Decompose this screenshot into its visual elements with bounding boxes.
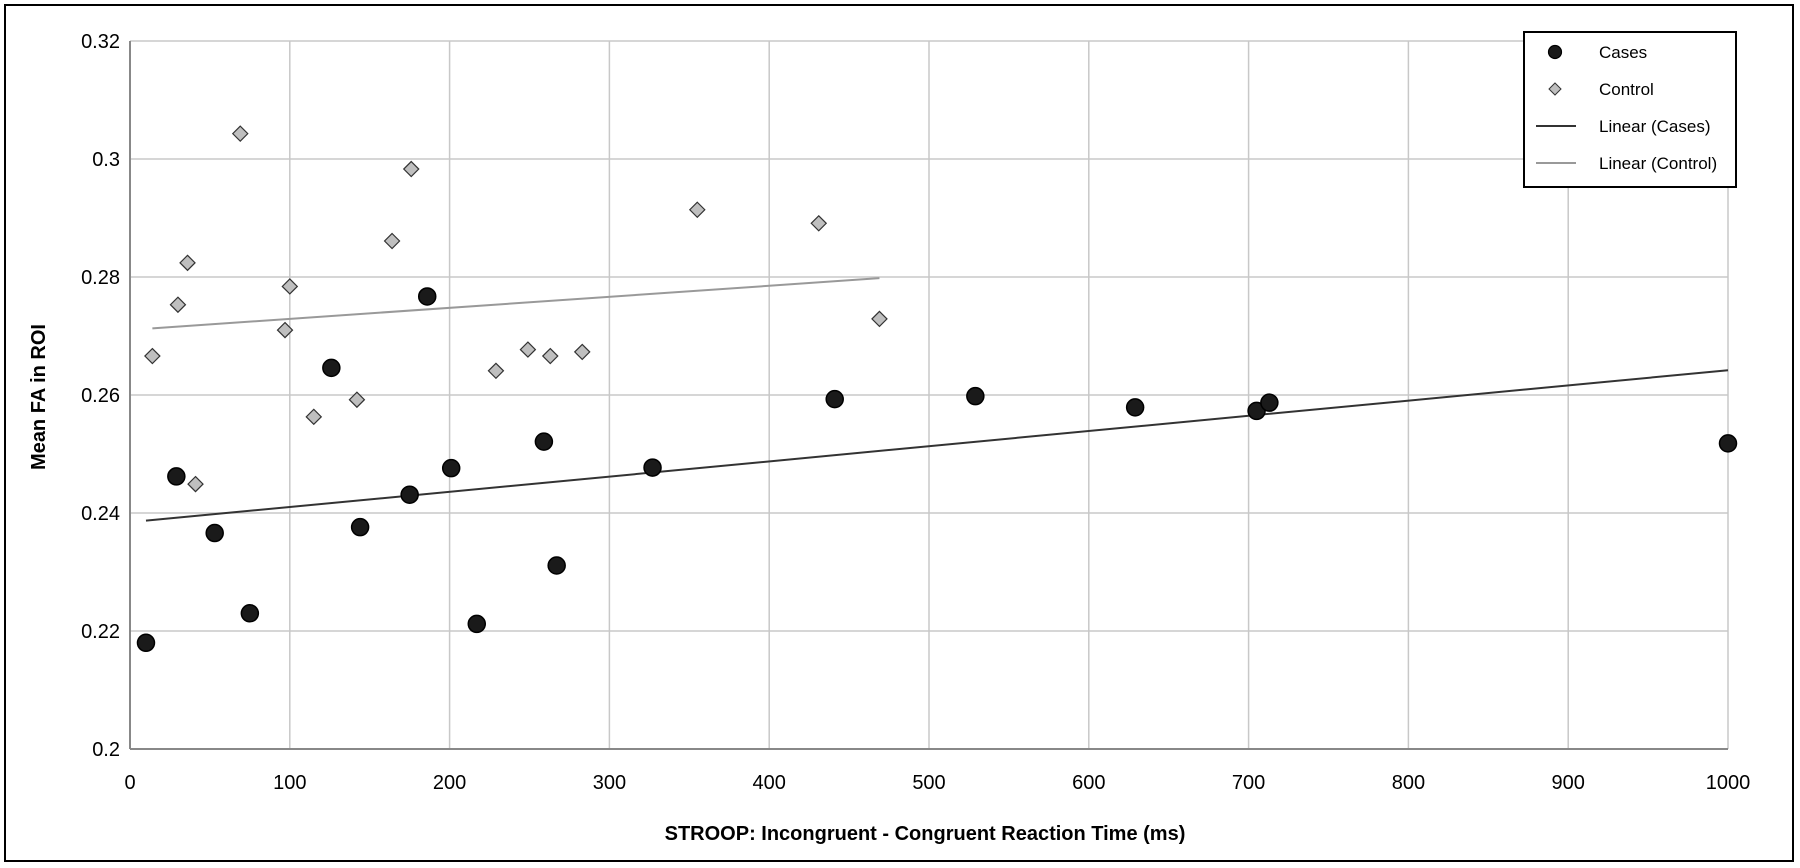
cases-point	[547, 556, 566, 575]
x-tick-label: 900	[1552, 772, 1585, 794]
cases-point	[167, 467, 186, 486]
x-tick-label: 700	[1232, 772, 1265, 794]
y-tick-label: 0.32	[81, 31, 120, 53]
y-tick-label: 0.22	[81, 621, 120, 643]
control-point	[573, 343, 591, 361]
x-tick-label: 1000	[1706, 772, 1751, 794]
y-axis-title: Mean FA in ROI	[28, 324, 50, 470]
cases-point	[825, 389, 844, 409]
x-tick-label: 500	[912, 772, 945, 794]
control-point	[179, 254, 196, 272]
x-tick-label: 300	[593, 772, 626, 794]
control-point	[402, 160, 420, 178]
control-point	[169, 296, 187, 314]
x-axis-title: STROOP: Incongruent - Congruent Reaction…	[665, 823, 1186, 845]
control-point	[810, 214, 828, 232]
cases-point	[240, 604, 260, 623]
cases-point	[1125, 398, 1145, 417]
control-point	[187, 475, 204, 493]
control-point	[871, 310, 888, 328]
trendlines	[145, 277, 1729, 522]
control-point	[519, 341, 537, 358]
control-point	[276, 321, 294, 339]
cases-point	[467, 614, 487, 634]
legend-cases-label: Cases	[1599, 43, 1647, 62]
cases-point	[1247, 401, 1266, 421]
legend-linear-cases-label: Linear (Cases)	[1599, 117, 1711, 136]
control-point	[231, 125, 249, 142]
cases-point	[322, 358, 341, 378]
cases-point	[136, 633, 156, 653]
x-tick-labels: 0 100 200 300 400 500 600 700 800 900 1000	[124, 772, 1750, 794]
control-point	[487, 362, 505, 380]
y-tick-label: 0.24	[81, 503, 120, 525]
y-tick-labels: 0.2 0.22 0.24 0.26 0.28 0.3 0.32	[81, 31, 120, 761]
trendline	[145, 369, 1729, 522]
chart-frame	[4, 4, 1794, 862]
legend-box	[1523, 31, 1737, 188]
x-tick-label: 0	[124, 772, 135, 794]
cases-point	[643, 458, 662, 477]
control-point	[383, 232, 401, 250]
x-tick-label: 100	[273, 772, 306, 794]
x-tick-label: 800	[1392, 772, 1425, 794]
control-point	[144, 347, 161, 365]
cases-point	[1718, 434, 1738, 453]
control-point	[348, 391, 366, 409]
cases-point	[350, 517, 370, 537]
y-tick-label: 0.28	[81, 267, 120, 289]
x-tick-label: 600	[1072, 772, 1105, 794]
trendline	[152, 277, 880, 330]
legend: Cases Control Linear (Cases) Linear (Contro…	[1523, 31, 1737, 188]
cases-point	[441, 458, 461, 478]
cases-point	[205, 523, 224, 543]
legend-cases-marker	[1547, 44, 1563, 60]
plot-area	[129, 41, 1728, 750]
y-tick-label: 0.26	[81, 385, 120, 407]
grid	[129, 40, 1729, 750]
data-points	[136, 125, 1738, 653]
x-tick-label: 400	[753, 772, 786, 794]
cases-point	[966, 386, 985, 406]
control-point	[688, 201, 706, 219]
cases-point	[534, 432, 554, 451]
legend-control-label: Control	[1599, 80, 1654, 99]
cases-point	[417, 287, 437, 306]
control-point	[305, 408, 323, 426]
cases-point	[1260, 393, 1279, 412]
y-tick-label: 0.2	[92, 739, 120, 761]
cases-point	[400, 485, 419, 504]
control-point	[541, 347, 559, 365]
control-point	[281, 278, 299, 295]
legend-linear-control-label: Linear (Control)	[1599, 154, 1717, 173]
y-tick-label: 0.3	[92, 149, 120, 171]
legend-control-marker	[1548, 82, 1562, 96]
x-tick-label: 200	[433, 772, 466, 794]
